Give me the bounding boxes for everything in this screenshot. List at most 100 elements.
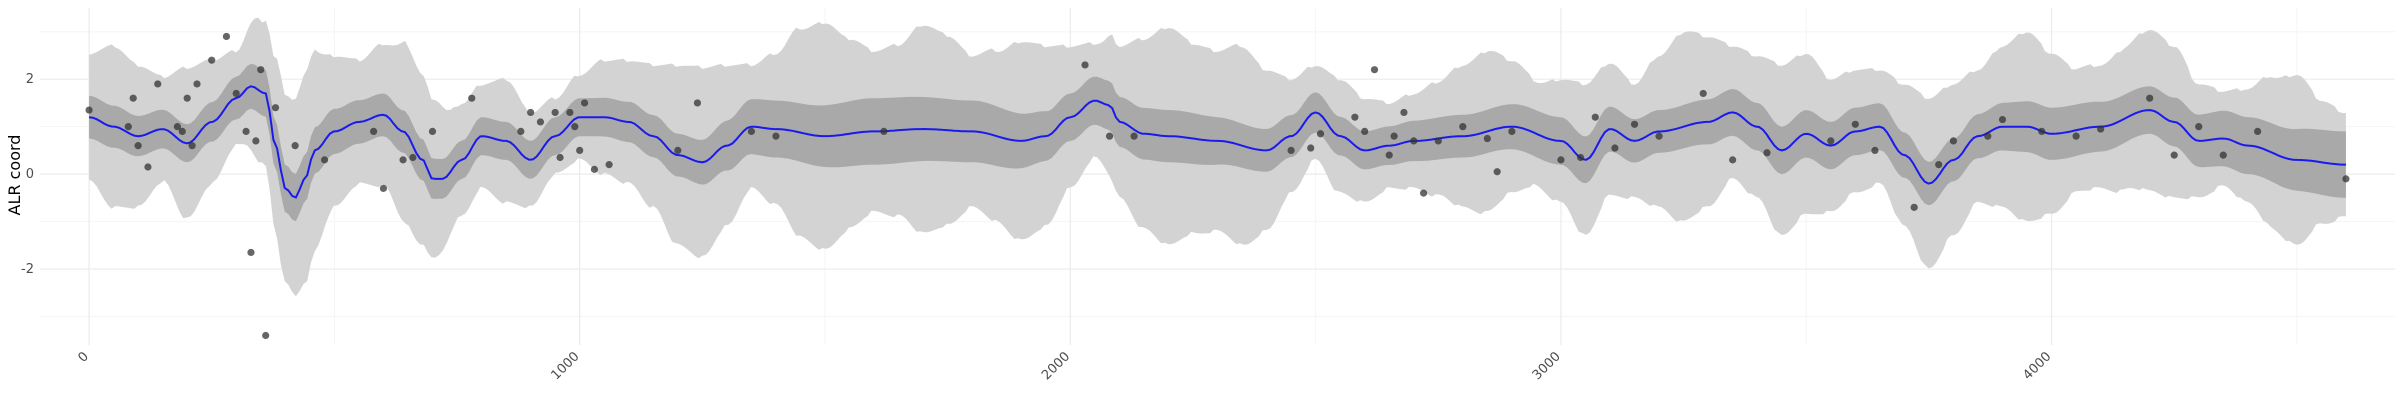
mean-line-layer bbox=[88, 85, 2346, 199]
data-point bbox=[124, 123, 132, 131]
data-point bbox=[242, 127, 250, 136]
data-point bbox=[291, 142, 299, 150]
x-tick-label: 0 bbox=[75, 349, 91, 365]
data-point bbox=[2072, 132, 2080, 140]
data-point bbox=[1410, 137, 1418, 145]
data-point bbox=[527, 108, 535, 117]
data-point bbox=[693, 99, 702, 107]
data-point bbox=[178, 127, 186, 136]
data-point bbox=[1351, 113, 1359, 121]
data-point bbox=[1591, 113, 1599, 121]
data-point bbox=[1316, 130, 1325, 138]
data-point bbox=[2146, 94, 2154, 102]
data-point bbox=[232, 89, 240, 98]
data-point bbox=[320, 156, 329, 164]
x-tick-label: 2000 bbox=[1039, 349, 1073, 383]
inner-band bbox=[89, 63, 2346, 222]
data-point bbox=[1630, 120, 1639, 128]
data-point bbox=[551, 108, 559, 117]
data-point bbox=[1130, 132, 1138, 140]
data-point bbox=[2038, 127, 2046, 136]
y-tick-label: 0 bbox=[26, 167, 34, 182]
data-point bbox=[2195, 123, 2203, 131]
data-point bbox=[1419, 189, 1428, 197]
data-point bbox=[1557, 156, 1565, 164]
data-point bbox=[1493, 168, 1501, 176]
data-point bbox=[772, 132, 780, 140]
data-point bbox=[536, 118, 545, 126]
mean-line bbox=[88, 85, 2346, 199]
data-point bbox=[468, 94, 476, 102]
data-point bbox=[1361, 127, 1369, 136]
data-point bbox=[590, 165, 599, 173]
data-point bbox=[257, 66, 265, 74]
data-point bbox=[1400, 108, 1408, 117]
data-point bbox=[580, 99, 589, 107]
data-point bbox=[173, 123, 181, 131]
data-point bbox=[747, 127, 756, 136]
data-point bbox=[1508, 127, 1516, 136]
data-point bbox=[1998, 115, 2007, 124]
data-point bbox=[1385, 151, 1393, 159]
data-point bbox=[428, 127, 437, 136]
data-point bbox=[1851, 120, 1859, 128]
data-point bbox=[1370, 66, 1379, 74]
confidence-bands bbox=[89, 17, 2346, 297]
data-point bbox=[1949, 137, 1958, 145]
data-point bbox=[252, 137, 260, 145]
data-point bbox=[222, 32, 231, 41]
data-point bbox=[134, 142, 142, 150]
data-point bbox=[1576, 153, 1585, 162]
y-tick-label: -2 bbox=[21, 262, 34, 277]
data-point bbox=[1611, 144, 1619, 152]
data-point bbox=[399, 156, 407, 164]
data-point bbox=[1434, 137, 1442, 145]
data-point bbox=[193, 80, 201, 88]
data-point bbox=[1763, 149, 1771, 157]
data-point bbox=[1655, 132, 1663, 140]
data-point bbox=[1390, 132, 1398, 140]
x-tick-label: 4000 bbox=[2020, 349, 2054, 383]
data-point bbox=[556, 153, 564, 162]
data-point bbox=[1910, 203, 1918, 211]
data-point bbox=[1081, 61, 1089, 69]
data-point bbox=[1984, 132, 1992, 140]
data-point bbox=[1287, 146, 1295, 154]
data-point bbox=[576, 146, 584, 154]
data-point bbox=[566, 108, 574, 117]
data-point bbox=[2219, 151, 2227, 159]
y-axis-title: ALR coord bbox=[5, 135, 24, 216]
x-tick-label: 3000 bbox=[1530, 349, 1564, 383]
data-point bbox=[1827, 137, 1835, 145]
data-point bbox=[1483, 134, 1491, 143]
data-point bbox=[154, 80, 162, 88]
data-point bbox=[379, 184, 388, 192]
data-point bbox=[188, 142, 196, 150]
data-point bbox=[1105, 132, 1114, 140]
observed-points bbox=[85, 32, 2350, 340]
data-point bbox=[1459, 123, 1467, 131]
data-point bbox=[517, 127, 525, 136]
data-point bbox=[183, 94, 191, 102]
data-point bbox=[674, 146, 682, 154]
data-point bbox=[605, 161, 613, 169]
data-point bbox=[85, 106, 93, 114]
data-point bbox=[1871, 146, 1879, 154]
data-point bbox=[2254, 127, 2262, 136]
data-point bbox=[880, 127, 888, 136]
data-point bbox=[1729, 156, 1737, 164]
data-point bbox=[271, 104, 280, 112]
data-point bbox=[370, 127, 378, 136]
x-tick-label: 1000 bbox=[549, 349, 583, 383]
y-tick-label: 2 bbox=[26, 72, 34, 87]
data-point bbox=[2097, 125, 2105, 133]
data-point bbox=[247, 248, 255, 257]
data-point bbox=[409, 153, 417, 162]
data-point bbox=[1307, 144, 1315, 152]
data-point bbox=[208, 56, 216, 64]
data-point bbox=[2342, 175, 2350, 183]
data-point bbox=[1935, 161, 1943, 169]
data-point bbox=[571, 123, 579, 131]
data-point bbox=[2170, 151, 2178, 159]
